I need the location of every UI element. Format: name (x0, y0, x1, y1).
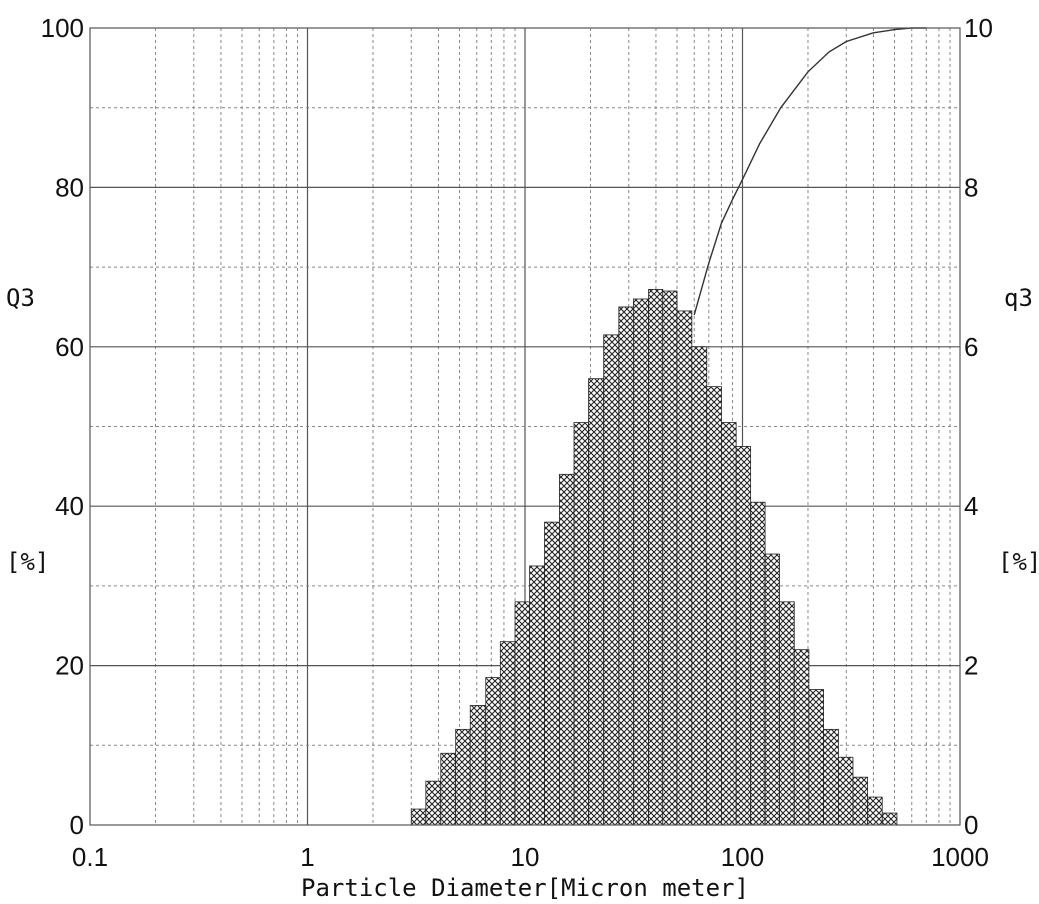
histogram-bar (603, 334, 620, 826)
histogram-bar (721, 422, 737, 826)
histogram-bar (440, 752, 457, 826)
y-tick-label-right: 8 (964, 172, 978, 202)
cumulative-line (693, 27, 927, 316)
histogram-bar (648, 289, 664, 826)
y-tick-label-right: 6 (964, 332, 978, 362)
y-axis-label-right: q3 (1004, 284, 1033, 312)
histogram-bar (662, 290, 678, 826)
x-tick-label: 10 (511, 842, 540, 872)
plot-frame (89, 27, 961, 826)
histogram-bar (588, 378, 605, 826)
histogram-bar (632, 298, 649, 826)
histogram-bar (881, 812, 898, 826)
y-tick-label-left: 0 (70, 810, 84, 840)
histogram-bar (779, 601, 795, 826)
x-tick-label: 1 (300, 842, 314, 872)
histogram-bar (469, 705, 487, 826)
y-axis-label-left: Q3 (6, 284, 35, 312)
histogram-bar (455, 728, 471, 826)
histogram-bar (750, 501, 766, 826)
histogram-bar (808, 689, 825, 826)
histogram-bar (735, 446, 752, 826)
x-axis-label: Particle Diameter[Micron meter] (301, 874, 749, 902)
histogram-bars (410, 289, 898, 826)
histogram-bar (823, 728, 839, 826)
histogram-bar (852, 776, 869, 826)
x-tick-label: 0.1 (72, 842, 108, 872)
histogram-bar (867, 796, 883, 826)
histogram-bar (706, 386, 722, 826)
histogram-bar (544, 521, 560, 826)
histogram-bar (837, 756, 854, 826)
histogram-bar (618, 306, 634, 826)
histogram-bar (691, 346, 708, 826)
histogram-bar (514, 601, 531, 826)
y-tick-label-left: 20 (55, 651, 84, 681)
y-tick-label-right: 2 (964, 651, 978, 681)
x-tick-label: 1000 (931, 842, 989, 872)
histogram-bar (410, 808, 427, 826)
histogram-bar (793, 649, 810, 826)
y-tick-label-left: 80 (55, 172, 84, 202)
y-axis-unit-right: [%] (998, 548, 1039, 576)
histogram-bar (425, 780, 442, 826)
histogram-bar (764, 553, 780, 826)
histogram-bar (573, 422, 589, 826)
histogram-bar (529, 565, 545, 826)
y-tick-label-right: 0 (964, 810, 978, 840)
y-tick-label-left: 60 (55, 332, 84, 362)
y-tick-label-right: 4 (964, 491, 978, 521)
cumulative-curve (693, 27, 927, 316)
y-axis-unit-left: [%] (6, 548, 49, 576)
histogram-bar (676, 310, 693, 826)
y-tick-label-left: 100 (41, 13, 84, 43)
histogram-bar (559, 473, 575, 826)
histogram-bar (499, 641, 516, 826)
y-tick-label-left: 40 (55, 491, 84, 521)
histogram-bar (485, 677, 501, 826)
x-tick-label: 100 (721, 842, 764, 872)
y-tick-label-right: 10 (964, 13, 993, 43)
